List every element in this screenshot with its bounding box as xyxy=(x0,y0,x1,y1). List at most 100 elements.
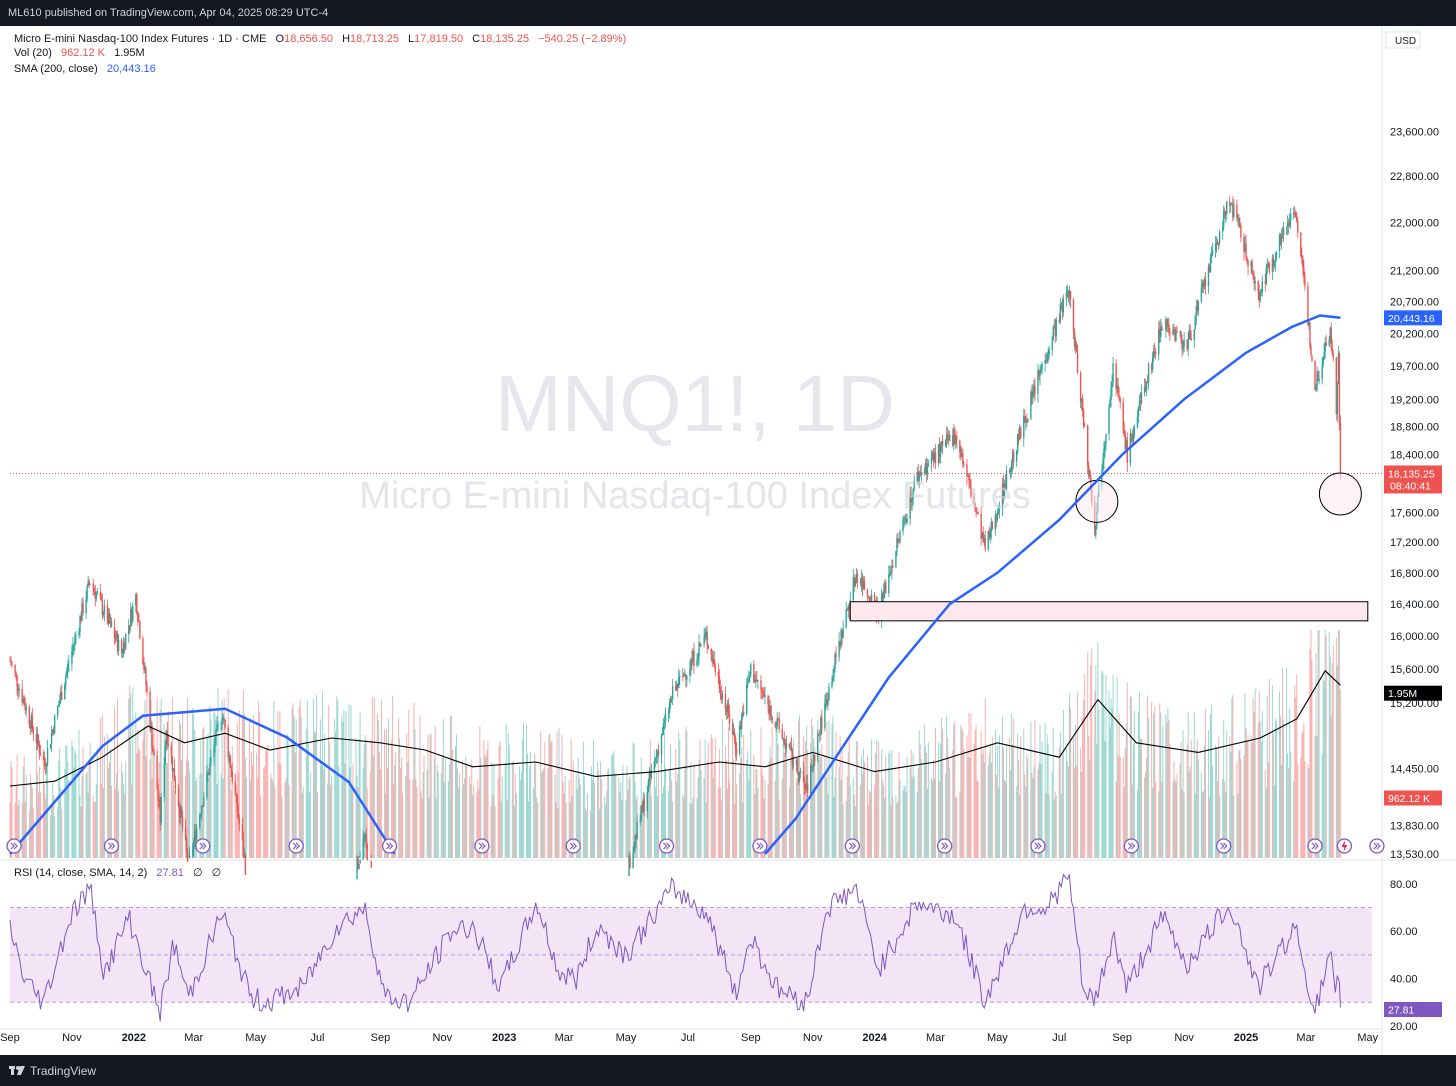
candle-body xyxy=(859,582,862,584)
currency-selector[interactable] xyxy=(1385,31,1421,49)
time-tick-label: Jul xyxy=(310,1032,324,1044)
volume-bar xyxy=(259,712,261,858)
candle-body xyxy=(178,806,181,817)
candle-body xyxy=(1258,291,1260,301)
dividend-arrow-icon[interactable] xyxy=(6,838,22,854)
volume-bar xyxy=(571,795,573,858)
volume-bar xyxy=(128,699,130,858)
dividend-arrow-icon[interactable] xyxy=(1216,838,1232,854)
volume-bar xyxy=(1236,761,1238,858)
volume-bar xyxy=(1126,682,1128,858)
dividend-arrow-icon[interactable] xyxy=(1369,838,1385,854)
candle-body xyxy=(1162,329,1164,331)
candle-body xyxy=(359,859,361,864)
candle-body xyxy=(1018,434,1020,440)
candle-body xyxy=(855,573,858,579)
volume-bar xyxy=(767,784,769,858)
volume-bar xyxy=(364,734,366,858)
dividend-arrow-icon[interactable] xyxy=(288,838,304,854)
candle-body xyxy=(214,744,216,746)
volume-bar xyxy=(421,798,423,858)
volume-bar xyxy=(71,740,73,858)
volume-bar xyxy=(490,805,492,858)
volume-bar xyxy=(280,764,282,858)
candle-body xyxy=(157,789,159,801)
volume-bar xyxy=(519,780,521,858)
volume-bar xyxy=(712,777,714,858)
candle-body xyxy=(812,766,814,767)
dividend-arrow-icon[interactable] xyxy=(658,838,675,854)
volume-bar xyxy=(492,794,494,858)
volume-bar xyxy=(497,777,499,858)
dividend-arrow-icon[interactable] xyxy=(381,838,398,854)
candle-body xyxy=(1194,315,1196,330)
volume-bar xyxy=(898,752,900,858)
volume-bar xyxy=(208,777,210,858)
dividend-arrow-icon[interactable] xyxy=(195,838,211,854)
volume-bar xyxy=(1222,778,1224,858)
volume-bar xyxy=(159,709,161,858)
volume-bar xyxy=(903,785,905,858)
candle-body xyxy=(25,706,27,711)
volume-bar xyxy=(912,752,914,858)
candle-body xyxy=(700,644,702,646)
currency-label[interactable]: USD xyxy=(1395,36,1416,47)
price-tick-label: 16,800.00 xyxy=(1390,568,1439,580)
volume-bar xyxy=(1225,791,1227,858)
volume-bar xyxy=(400,768,402,858)
candle-body xyxy=(1254,281,1256,284)
volume-bar xyxy=(1044,722,1046,858)
candle-body xyxy=(1331,348,1333,354)
volume-bar xyxy=(230,790,232,858)
volume-bar xyxy=(841,750,843,858)
candle-body xyxy=(804,787,807,789)
candle-body xyxy=(754,682,756,683)
dividend-arrow-icon[interactable] xyxy=(103,838,120,854)
candle-body xyxy=(632,852,634,869)
dividend-arrow-icon[interactable] xyxy=(565,838,581,854)
dividend-arrow-icon[interactable] xyxy=(474,838,490,854)
volume-bar xyxy=(1265,788,1267,858)
candle-body xyxy=(1087,425,1089,466)
volume-bar xyxy=(967,757,969,858)
chart-svg[interactable]: MNQ1!, 1D Micro E-mini Nasdaq-100 Index … xyxy=(0,26,1456,1055)
candle-body xyxy=(144,668,146,670)
volume-bar xyxy=(1315,653,1317,858)
volume-bar xyxy=(1129,695,1131,858)
volume-bar xyxy=(504,763,506,858)
dividend-arrow-icon[interactable] xyxy=(844,838,860,854)
volume-bar xyxy=(392,696,394,858)
candle-body xyxy=(234,781,236,794)
volume-bar xyxy=(173,789,175,858)
legend-high: 18,713.25 xyxy=(350,33,399,45)
volume-bar xyxy=(1094,691,1096,858)
dividend-arrow-icon[interactable] xyxy=(1307,838,1323,854)
sma-badge: 20,443.16 xyxy=(1388,313,1435,325)
volume-bar xyxy=(136,753,138,858)
chart-area[interactable]: MNQ1!, 1D Micro E-mini Nasdaq-100 Index … xyxy=(0,26,1456,1055)
volume-bar xyxy=(423,754,425,858)
candle-body xyxy=(242,839,245,857)
volume-bar xyxy=(1158,791,1160,858)
candle-body xyxy=(1202,283,1205,287)
volume-bar xyxy=(763,798,765,858)
volume-bar xyxy=(450,715,452,858)
candle-body xyxy=(1315,388,1317,391)
dividend-arrow-icon[interactable] xyxy=(1123,838,1139,854)
marker-arrow xyxy=(1127,842,1136,850)
volume-bar xyxy=(264,766,266,858)
volume-bar xyxy=(87,792,89,858)
volume-bar xyxy=(952,749,954,858)
candle-body xyxy=(174,780,177,789)
volume-bar xyxy=(913,775,915,858)
dividend-arrow-icon[interactable] xyxy=(936,838,953,854)
candle-body xyxy=(775,725,777,727)
dividend-arrow-icon[interactable] xyxy=(1030,838,1046,854)
volume-bar xyxy=(1041,741,1043,858)
volume-bar xyxy=(612,754,614,858)
volume-bar xyxy=(224,719,226,858)
volume-bar xyxy=(10,761,12,858)
volume-bar xyxy=(394,765,396,858)
dividend-arrow-icon[interactable] xyxy=(752,838,768,854)
volume-bar xyxy=(774,780,776,858)
